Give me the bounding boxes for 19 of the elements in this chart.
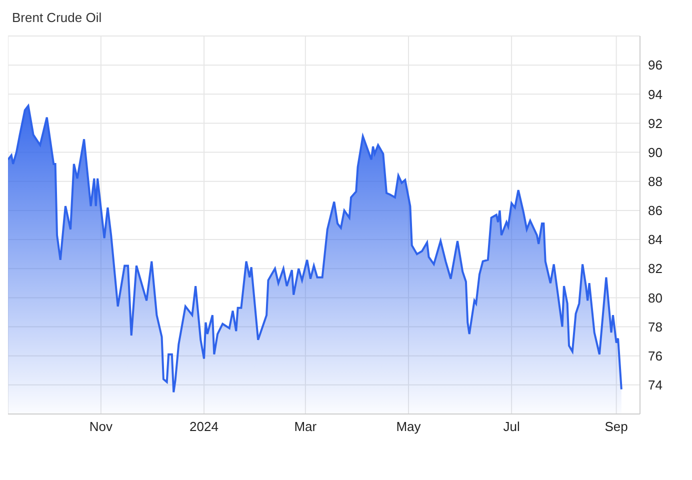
- x-tick-label: Jul: [503, 419, 520, 434]
- y-tick-label: 78: [648, 319, 662, 334]
- y-tick-label: 82: [648, 261, 662, 276]
- x-tick-label: May: [396, 419, 422, 434]
- chart-title: Brent Crude Oil: [11, 9, 103, 27]
- x-tick-label: Mar: [294, 419, 318, 434]
- y-tick-label: 76: [648, 348, 662, 364]
- y-tick-label: 92: [648, 116, 662, 131]
- y-tick-label: 74: [648, 378, 662, 393]
- y-tick-label: 94: [648, 86, 662, 102]
- x-tick-label: Sep: [604, 419, 628, 434]
- y-tick-label: 96: [648, 58, 662, 73]
- x-tick-label: Nov: [89, 419, 113, 434]
- y-tick-label: 80: [648, 290, 662, 306]
- y-tick-label: 88: [648, 174, 662, 189]
- x-tick-label: 2024: [190, 419, 218, 434]
- y-tick-label: 84: [648, 232, 662, 248]
- y-tick-label: 86: [648, 203, 662, 218]
- y-tick-label: 90: [648, 144, 662, 160]
